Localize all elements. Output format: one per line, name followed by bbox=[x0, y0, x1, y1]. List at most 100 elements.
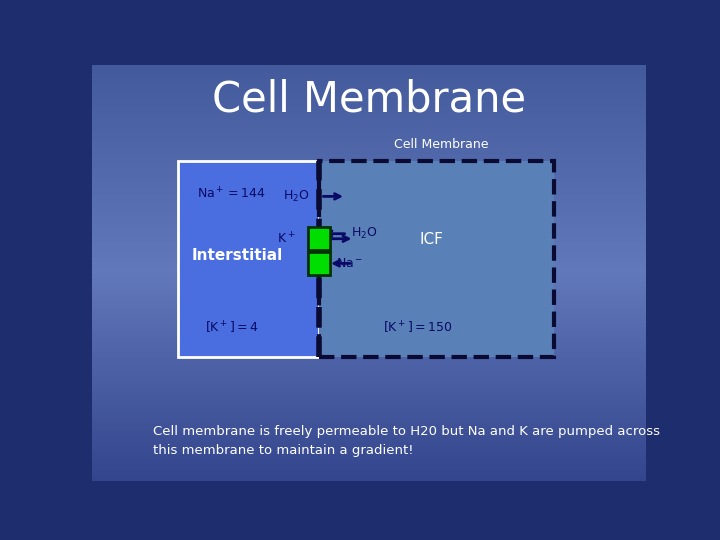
Bar bbox=[92, 361, 647, 362]
Bar bbox=[92, 400, 647, 401]
Bar bbox=[92, 375, 647, 376]
Bar bbox=[92, 379, 647, 380]
Bar bbox=[92, 314, 647, 315]
Bar bbox=[92, 163, 647, 164]
Bar bbox=[92, 369, 647, 370]
Bar bbox=[92, 339, 647, 340]
Bar bbox=[92, 230, 647, 231]
Bar bbox=[92, 227, 647, 228]
Bar bbox=[92, 446, 647, 447]
Bar bbox=[92, 78, 647, 79]
Bar bbox=[92, 310, 647, 311]
Bar bbox=[92, 403, 647, 404]
Bar bbox=[92, 286, 647, 287]
Bar bbox=[92, 470, 647, 471]
Bar bbox=[92, 359, 647, 360]
Bar bbox=[92, 141, 647, 142]
Bar bbox=[92, 444, 647, 445]
Bar bbox=[92, 409, 647, 410]
Bar bbox=[92, 183, 647, 184]
Bar bbox=[92, 115, 647, 116]
Bar bbox=[92, 295, 647, 296]
Bar bbox=[92, 271, 647, 272]
Bar bbox=[92, 412, 647, 413]
Bar bbox=[92, 393, 647, 394]
Bar bbox=[92, 360, 647, 361]
Bar bbox=[92, 468, 647, 469]
Bar bbox=[92, 188, 647, 189]
Bar bbox=[92, 126, 647, 127]
Bar bbox=[92, 335, 647, 336]
Bar bbox=[92, 357, 647, 358]
Bar bbox=[92, 309, 647, 310]
Bar bbox=[92, 306, 647, 307]
Bar bbox=[92, 206, 647, 207]
Bar bbox=[92, 89, 647, 90]
Bar bbox=[92, 157, 647, 158]
Bar bbox=[92, 325, 647, 326]
Bar bbox=[92, 308, 647, 309]
Bar bbox=[92, 293, 647, 294]
Bar bbox=[92, 388, 647, 389]
Bar bbox=[92, 147, 647, 148]
Bar bbox=[92, 394, 647, 395]
Bar bbox=[92, 351, 647, 352]
Bar bbox=[92, 476, 647, 477]
Bar bbox=[92, 84, 647, 85]
Bar bbox=[92, 105, 647, 106]
Bar bbox=[92, 233, 647, 234]
Bar bbox=[92, 261, 647, 262]
Bar bbox=[92, 341, 647, 342]
Bar bbox=[92, 300, 647, 301]
Bar bbox=[92, 118, 647, 119]
Bar bbox=[92, 338, 647, 339]
Bar bbox=[92, 392, 647, 393]
Bar bbox=[92, 422, 647, 423]
Bar bbox=[92, 158, 647, 159]
Bar bbox=[92, 381, 647, 382]
Bar bbox=[92, 281, 647, 282]
Bar bbox=[92, 69, 647, 70]
Bar bbox=[92, 138, 647, 139]
Bar bbox=[92, 305, 647, 306]
Text: Cell Membrane: Cell Membrane bbox=[394, 138, 488, 151]
Bar bbox=[92, 244, 647, 245]
Text: $\mathregular{Na^+=144}$: $\mathregular{Na^+=144}$ bbox=[197, 187, 266, 202]
Bar bbox=[92, 420, 647, 421]
Bar bbox=[92, 159, 647, 160]
Bar bbox=[92, 473, 647, 474]
Bar bbox=[92, 437, 647, 438]
Bar bbox=[92, 274, 647, 275]
Text: $\mathregular{H_2O}$: $\mathregular{H_2O}$ bbox=[351, 226, 378, 241]
Bar bbox=[92, 268, 647, 269]
Bar bbox=[92, 296, 647, 298]
Bar bbox=[92, 450, 647, 451]
Bar bbox=[92, 90, 647, 91]
Bar bbox=[92, 328, 647, 329]
Bar bbox=[92, 252, 647, 253]
Bar bbox=[92, 276, 647, 278]
Bar bbox=[92, 113, 647, 114]
Bar bbox=[92, 97, 647, 98]
Bar bbox=[92, 71, 647, 72]
Bar bbox=[92, 174, 647, 175]
Bar bbox=[92, 254, 647, 255]
Bar bbox=[92, 407, 647, 408]
Bar bbox=[92, 320, 647, 321]
Text: $\mathregular{Na^-}$: $\mathregular{Na^-}$ bbox=[336, 257, 363, 270]
Bar bbox=[92, 77, 647, 78]
Bar bbox=[92, 419, 647, 420]
Bar bbox=[92, 128, 647, 129]
Bar bbox=[92, 114, 647, 115]
Bar bbox=[92, 259, 647, 260]
Bar bbox=[92, 164, 647, 165]
Bar bbox=[92, 426, 647, 427]
Bar bbox=[92, 186, 647, 187]
Bar bbox=[92, 411, 647, 412]
Bar bbox=[92, 195, 647, 197]
Bar bbox=[92, 136, 647, 137]
Bar bbox=[92, 273, 647, 274]
Bar bbox=[92, 110, 647, 111]
Bar bbox=[92, 100, 647, 101]
Bar bbox=[92, 397, 647, 398]
